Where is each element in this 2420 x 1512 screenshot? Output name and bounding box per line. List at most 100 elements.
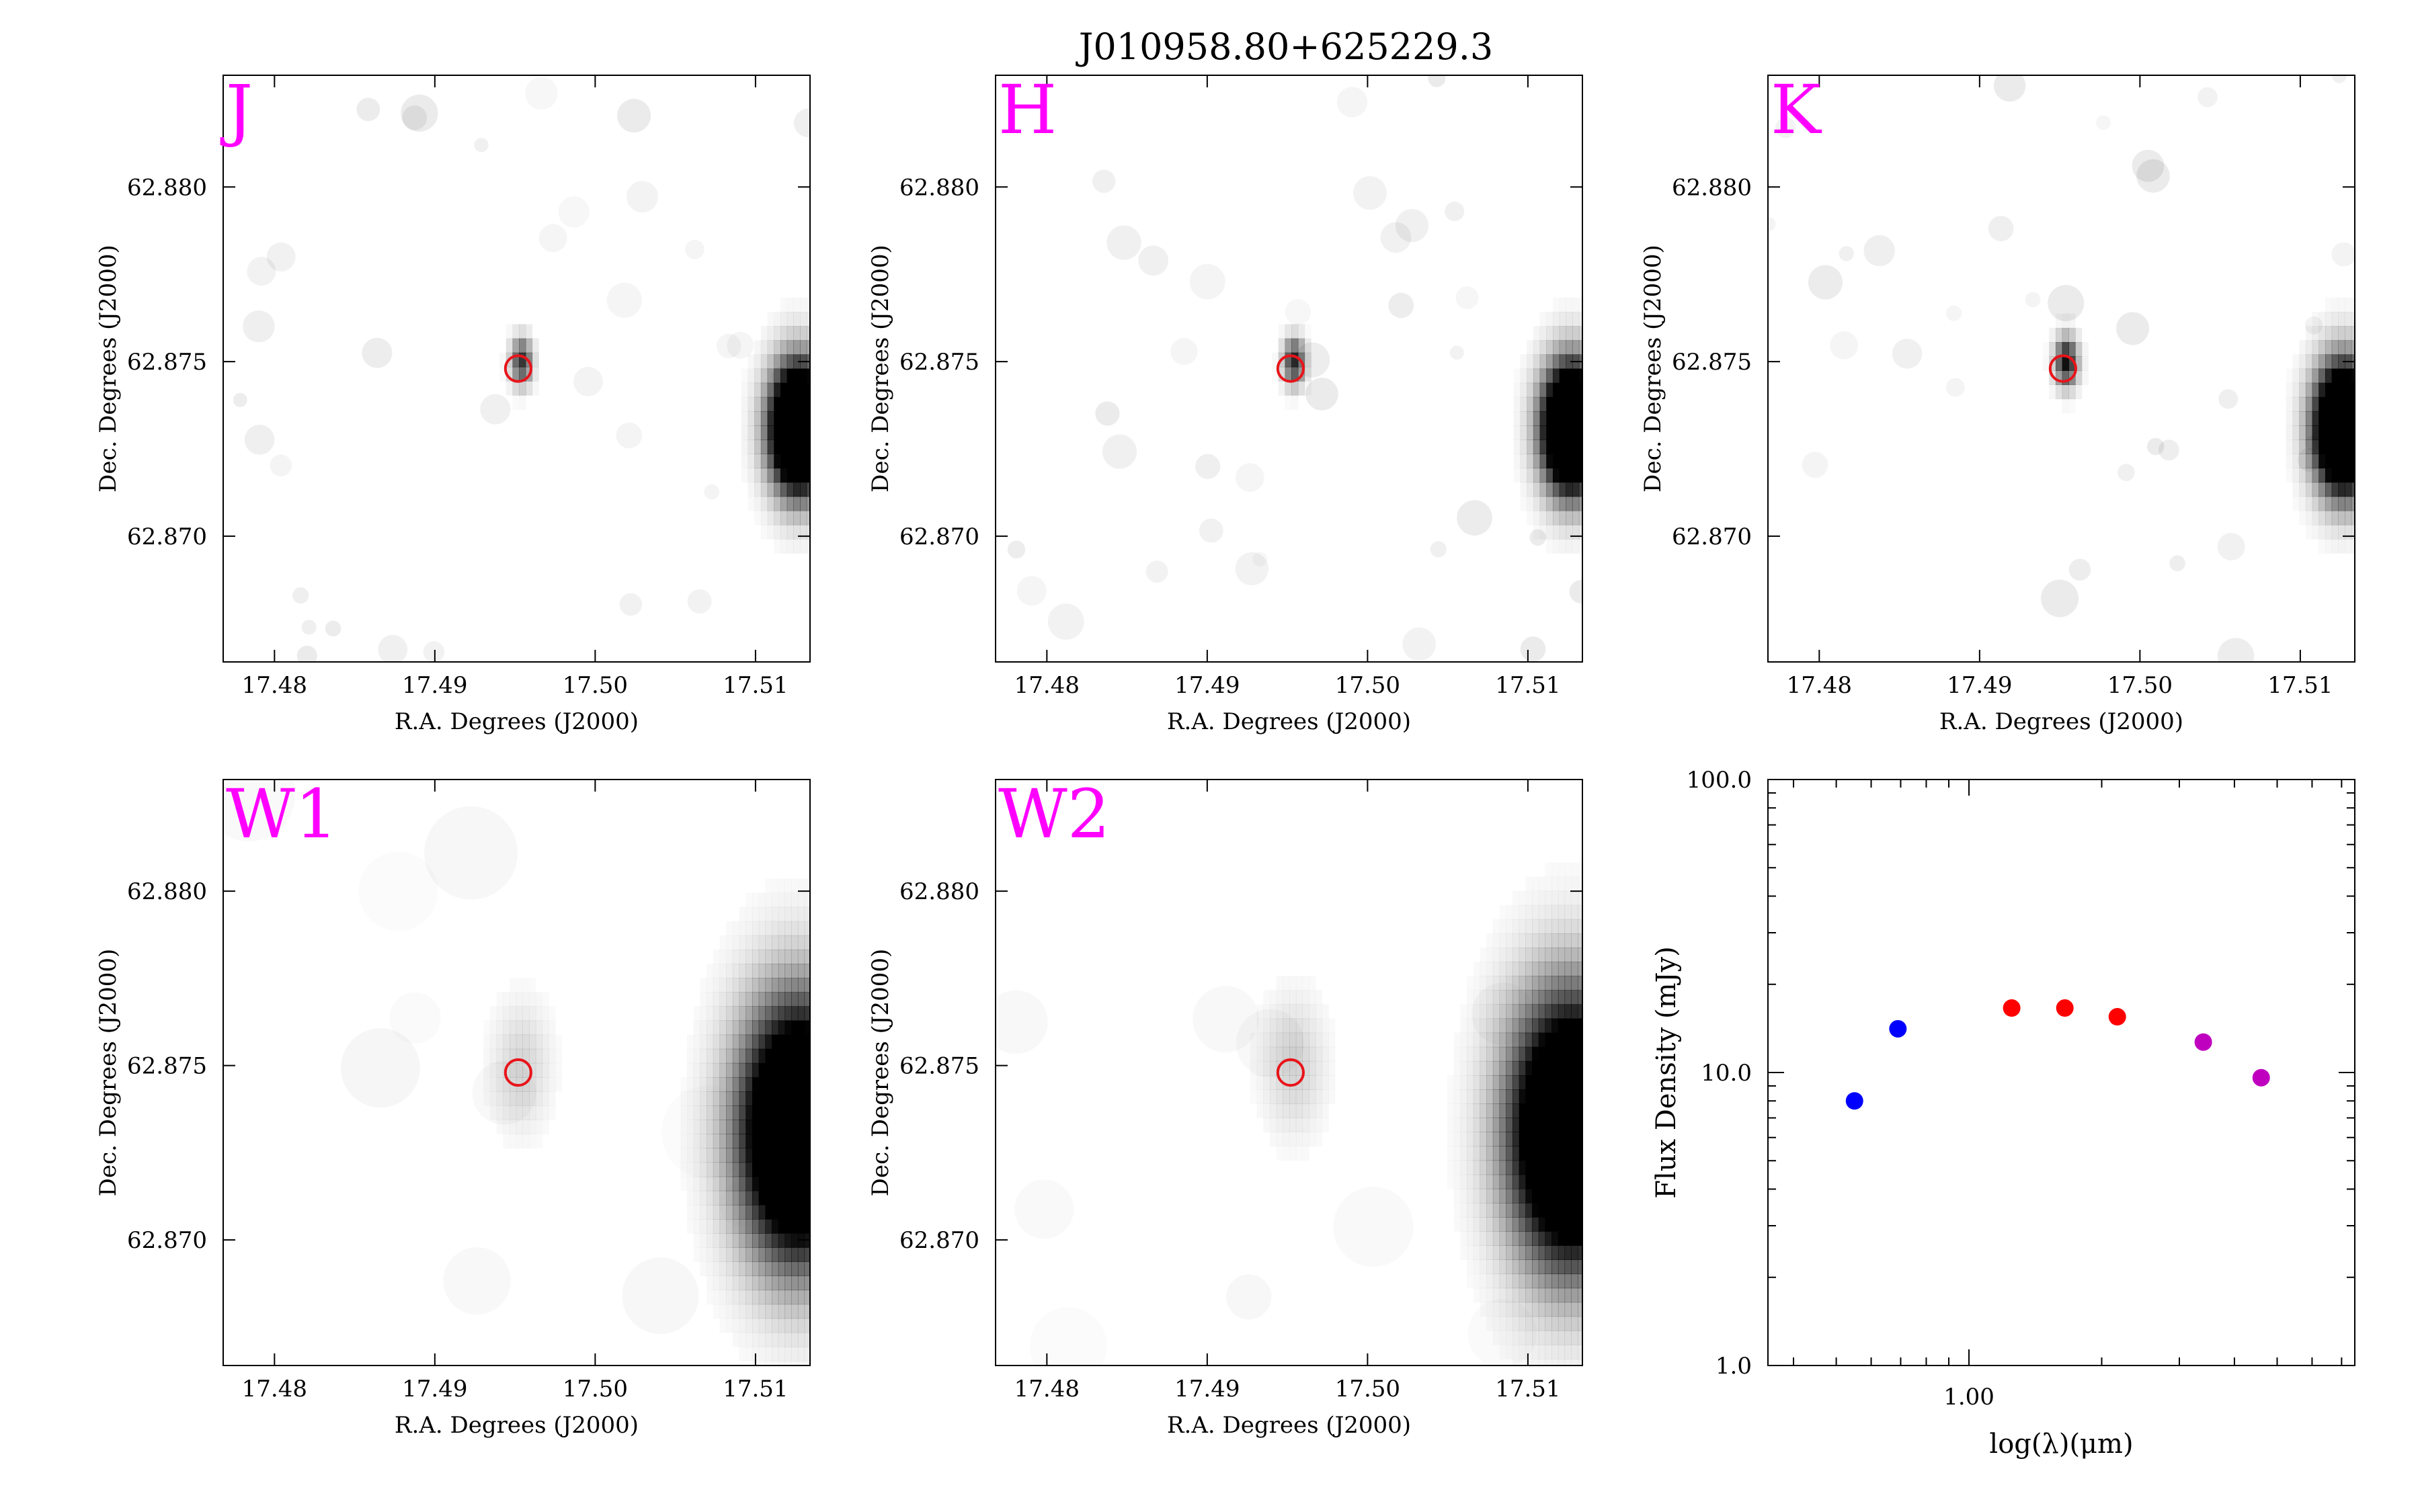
y-axis-label: Dec. Degrees (J2000) [867, 245, 894, 493]
noise-blob [2041, 579, 2079, 618]
noise-blob [301, 620, 317, 635]
noise-blob [1569, 580, 1582, 603]
noise-blob [270, 454, 292, 476]
noise-blob [1017, 576, 1047, 605]
noise-blob [266, 242, 296, 271]
noise-blob [1014, 1179, 1074, 1238]
data-point [2252, 1068, 2270, 1087]
noise-blob [402, 105, 428, 130]
noise-blob [2218, 389, 2238, 409]
y-tick-label: 62.880 [127, 878, 207, 905]
noise-blob [1047, 603, 1084, 640]
noise-blob [2136, 159, 2170, 193]
noise-blob [1333, 1187, 1413, 1267]
noise-blob [1380, 222, 1412, 253]
noise-blob [1988, 216, 2014, 241]
y-tick-label: 62.875 [899, 349, 979, 376]
y-axis-label: Dec. Degrees (J2000) [867, 949, 894, 1197]
noise-blob [627, 181, 659, 213]
x-tick-label: 17.48 [1014, 672, 1080, 699]
noise-blob [1839, 246, 1855, 261]
noise-blob [362, 337, 393, 368]
noise-blob [1402, 627, 1436, 661]
noise-blob [1388, 292, 1414, 319]
x-axis-label: R.A. Degrees (J2000) [1939, 708, 2183, 735]
noise-blob [2096, 115, 2111, 130]
noise-blob [1457, 500, 1492, 536]
x-tick-label: 17.49 [1174, 672, 1240, 699]
band-label: W1 [226, 775, 337, 853]
noise-blob [539, 224, 567, 252]
y-tick-label: 62.880 [1672, 174, 1752, 201]
x-tick-label: 17.51 [1495, 672, 1560, 699]
band-label: K [1771, 71, 1822, 149]
noise-blob [2169, 555, 2185, 572]
x-tick-label: 17.48 [242, 1376, 307, 1402]
noise-blob [573, 366, 603, 396]
x-tick-label: 17.48 [1787, 672, 1852, 699]
image-pixels [223, 780, 810, 1366]
data-point [1889, 1019, 1907, 1038]
data-point [2003, 999, 2021, 1017]
source [741, 311, 810, 554]
noise-blob [717, 334, 741, 359]
noise-blob [1768, 217, 1776, 231]
y-tick-label: 62.880 [899, 174, 979, 201]
noise-blob [2146, 437, 2165, 456]
x-tick-label: 17.50 [1335, 1376, 1400, 1402]
noise-blob [984, 991, 1048, 1054]
noise-blob [1336, 87, 1368, 118]
noise-blob [474, 138, 489, 153]
x-axis-label: R.A. Degrees (J2000) [395, 1412, 639, 1439]
band-label: W2 [998, 775, 1110, 853]
image-background [223, 75, 810, 662]
noise-blob [1802, 452, 1828, 478]
noise-blob [1529, 529, 1546, 546]
noise-blob [356, 97, 380, 122]
x-tick-label: 17.51 [1495, 1376, 1560, 1402]
noise-blob [1145, 560, 1168, 583]
image-background [996, 75, 1582, 662]
image-panel-K: 17.48 17.49 17.50 17.51 62.870 62.875 62.880 R.… [1640, 71, 2355, 735]
panel-frame [223, 75, 811, 663]
x-tick-label: 17.50 [563, 1376, 628, 1402]
noise-blob [1353, 176, 1387, 210]
noise-blob [423, 641, 445, 662]
noise-blob [793, 108, 810, 138]
noise-blob [619, 593, 643, 616]
image-pixels [984, 780, 1582, 1366]
noise-blob [401, 94, 438, 132]
noise-blob [292, 587, 309, 604]
noise-blob [2217, 533, 2245, 560]
image-background [223, 780, 810, 1366]
noise-blob [1993, 75, 2026, 102]
y-tick-label: 62.875 [899, 1053, 979, 1080]
image-pixels [996, 75, 1582, 662]
noise-blob [1449, 345, 1464, 360]
band-label: H [998, 71, 1057, 149]
noise-blob [1775, 117, 1797, 138]
panel-frame [223, 779, 811, 1366]
noise-blob [1195, 454, 1221, 479]
y-tick-label: 62.875 [127, 349, 207, 376]
data-point [1845, 1092, 1863, 1110]
x-tick-label: 17.49 [402, 672, 467, 699]
noise-blob [2158, 439, 2179, 461]
data-point [2056, 999, 2074, 1017]
noise-blob [1092, 169, 1116, 193]
y-tick-label: 62.875 [127, 1053, 207, 1080]
image-pixels [1768, 75, 2355, 662]
noise-blob [2217, 638, 2255, 662]
y-tick-label: 62.880 [899, 878, 979, 905]
noise-blob [480, 394, 511, 425]
noise-blob [1946, 306, 1962, 321]
noise-blob [2116, 312, 2150, 345]
noise-blob [2132, 149, 2165, 182]
panel-frame [995, 779, 1583, 1366]
noise-blob [1095, 401, 1120, 426]
x-tick-label: 17.50 [563, 672, 628, 699]
aperture-circle [2048, 354, 2077, 383]
data-point [2194, 1033, 2212, 1051]
noise-blob [2332, 75, 2347, 83]
image-panel-W2: 17.48 17.49 17.50 17.51 62.870 62.875 62.880 R.… [867, 775, 1583, 1439]
